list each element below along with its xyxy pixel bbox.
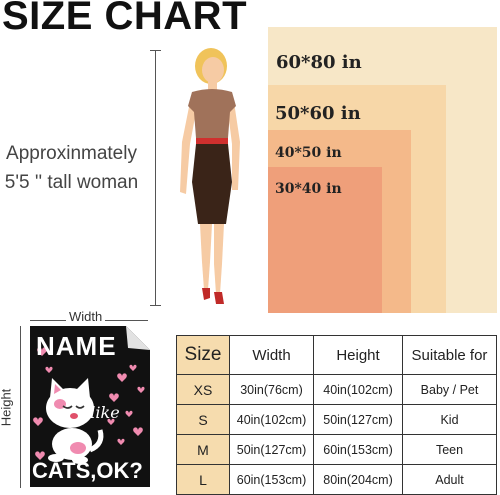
table-cell-width: 50in(127cm)	[229, 434, 314, 465]
cat-icon	[46, 378, 104, 464]
height-label: Height	[0, 385, 14, 430]
woman-illustration	[180, 48, 240, 304]
blanket-text-name: NAME	[36, 331, 117, 361]
heart-icons	[33, 347, 145, 460]
table-header-height: Height	[313, 335, 403, 375]
blanket-text-like: like	[90, 403, 120, 422]
size-label-40x50: 40*50 in	[275, 145, 342, 161]
woman-note-line2: 5'5 '' tall woman	[4, 172, 139, 193]
table-row: L 60in(153cm) 80in(204cm) Adult	[176, 464, 497, 495]
size-rect-30x40	[268, 167, 382, 313]
table-cell-suitable: Adult	[402, 464, 497, 495]
height-measure-line	[155, 50, 156, 305]
table-cell-width: 60in(153cm)	[229, 464, 314, 495]
woman-note-line1: Approxinmately	[6, 143, 137, 164]
size-label-50x60: 50*60 in	[275, 103, 361, 124]
measure-tick-top	[150, 50, 161, 51]
table-header-width: Width	[229, 335, 314, 375]
height-dimension-line	[20, 326, 21, 488]
blanket-graphics	[33, 326, 150, 464]
table-cell-size: L	[176, 464, 230, 495]
width-label: Width	[66, 309, 106, 324]
table-cell-width: 30in(76cm)	[229, 374, 314, 405]
table-cell-height: 60in(153cm)	[313, 434, 403, 465]
table-cell-suitable: Baby / Pet	[402, 374, 497, 405]
table-cell-size: S	[176, 404, 230, 435]
table-header-suitable: Suitable for	[402, 335, 497, 375]
size-label-30x40: 30*40 in	[275, 181, 342, 197]
table-header-size: Size	[176, 335, 230, 375]
size-table: Size Width Height Suitable for XS 30in(7…	[176, 335, 497, 495]
table-header-row: Size Width Height Suitable for	[176, 335, 497, 375]
blanket-text-cats-ok: CATS,OK?	[32, 458, 143, 483]
table-cell-height: 40in(102cm)	[313, 374, 403, 405]
table-cell-size: M	[176, 434, 230, 465]
page-title: SIZE CHART	[2, 0, 247, 38]
table-cell-height: 50in(127cm)	[313, 404, 403, 435]
measure-tick-bottom	[150, 305, 161, 306]
table-row: S 40in(102cm) 50in(127cm) Kid	[176, 404, 497, 435]
table-row: M 50in(127cm) 60in(153cm) Teen	[176, 434, 497, 465]
table-cell-height: 80in(204cm)	[313, 464, 403, 495]
woman-height-note: Approxinmately 5'5 '' tall woman	[4, 139, 139, 197]
table-row: XS 30in(76cm) 40in(102cm) Baby / Pet	[176, 374, 497, 405]
size-label-60x80: 60*80 in	[276, 52, 362, 73]
table-cell-suitable: Kid	[402, 404, 497, 435]
table-cell-width: 40in(102cm)	[229, 404, 314, 435]
table-cell-suitable: Teen	[402, 434, 497, 465]
table-cell-size: XS	[176, 374, 230, 405]
